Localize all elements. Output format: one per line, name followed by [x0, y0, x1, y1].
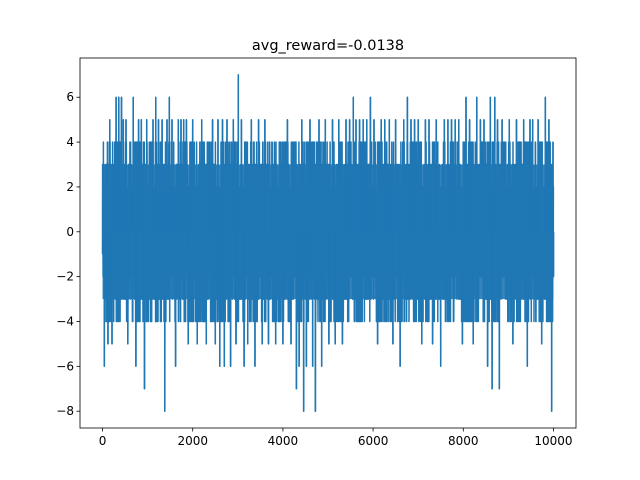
x-tick-label: 8000: [448, 434, 479, 448]
y-tick-label: −2: [56, 270, 74, 284]
x-tick-label: 6000: [358, 434, 389, 448]
y-tick-label: 4: [66, 135, 74, 149]
y-tick-label: 6: [66, 90, 74, 104]
y-tick-label: −4: [56, 314, 74, 328]
x-tick-label: 4000: [268, 434, 299, 448]
y-tick-label: −8: [56, 404, 74, 418]
y-tick-label: 0: [66, 225, 74, 239]
y-tick-label: −6: [56, 359, 74, 373]
x-tick-label: 10000: [534, 434, 572, 448]
x-tick-label: 0: [99, 434, 107, 448]
chart-title: avg_reward=-0.0138: [252, 38, 404, 54]
x-axis: 0 2000 4000 6000 8000 10000: [99, 428, 573, 448]
plot-area: [101, 74, 555, 412]
x-tick-label: 2000: [177, 434, 208, 448]
y-tick-label: 2: [66, 180, 74, 194]
plot-frame: [79, 57, 577, 429]
y-axis: −8 −6 −4 −2 0 2 4 6: [56, 90, 80, 418]
dense-oscillation-band: [102, 164, 554, 300]
